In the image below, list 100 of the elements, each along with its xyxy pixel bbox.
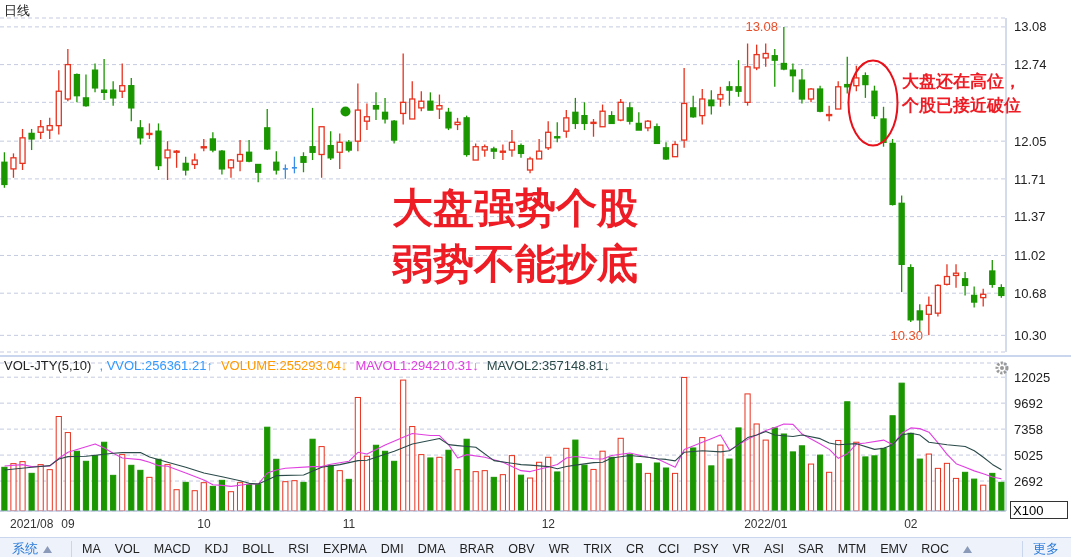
y-tick-label: 12.05 [1014, 133, 1047, 149]
candlestick [91, 62, 99, 93]
text: 更多 [1022, 540, 1071, 557]
bar [64, 432, 71, 511]
bar [381, 450, 389, 511]
candlestick [545, 120, 552, 151]
bar [889, 415, 896, 511]
bar [1, 466, 8, 511]
bar [164, 464, 171, 511]
candlestick [445, 107, 452, 131]
candlestick [771, 48, 778, 88]
text: 系统 [0, 540, 72, 557]
candlestick [164, 140, 171, 181]
bar [844, 401, 851, 511]
bar [599, 450, 606, 511]
candlestick [381, 97, 389, 125]
bar [554, 471, 561, 511]
bar [218, 479, 226, 511]
bar [826, 471, 833, 511]
bar [46, 469, 53, 511]
bar [137, 469, 144, 511]
candlestick [563, 109, 570, 139]
bar [681, 376, 688, 511]
candlestick [780, 26, 787, 71]
y-tick-label: 5025 [1014, 447, 1043, 463]
candlestick [436, 93, 443, 120]
annotation: 弱势不能抄底 [392, 240, 638, 289]
bar [798, 445, 806, 511]
candlestick [363, 102, 371, 131]
text: MAVOL2:357148.81↓ [486, 358, 611, 373]
x-tick-label: 09 [61, 516, 75, 531]
candlestick [236, 139, 244, 172]
candlestick [400, 52, 407, 126]
candlestick [10, 152, 17, 179]
bar [581, 464, 588, 511]
candlestick [798, 68, 806, 105]
bar [907, 432, 914, 511]
bar [363, 455, 371, 511]
bar [291, 480, 298, 511]
bar [517, 474, 525, 511]
bar [916, 458, 923, 511]
bar [110, 474, 117, 511]
y-tick-label: 7358 [1014, 421, 1043, 437]
bar [155, 458, 162, 511]
bar [699, 437, 706, 511]
text: MTM [837, 542, 867, 556]
text: WR [548, 542, 570, 556]
bar [10, 463, 17, 511]
bar [862, 456, 869, 511]
bar [255, 483, 262, 511]
y-axis-title: X100 [1010, 501, 1068, 519]
chart-title: 日线 [4, 2, 30, 20]
x-tick-label: 2021/08 [10, 516, 54, 531]
candlestick [82, 73, 90, 108]
bar [735, 427, 742, 511]
bar [835, 439, 842, 511]
text: CCI [658, 542, 680, 556]
bar [55, 416, 62, 511]
bar [617, 437, 624, 511]
annotation: 个股已接近破位 [902, 95, 1021, 117]
bar [807, 463, 815, 511]
text: ASI [763, 542, 785, 556]
bar [989, 472, 996, 511]
bar [82, 460, 90, 511]
candlestick [46, 117, 53, 140]
bar [19, 461, 26, 511]
candlestick [853, 65, 860, 92]
candlestick [100, 58, 108, 101]
bar [934, 467, 941, 511]
bar [191, 490, 198, 511]
annotation: 大盘强势个股 [392, 184, 638, 233]
bar [635, 463, 642, 511]
candlestick [961, 271, 969, 297]
candlestick [73, 72, 81, 103]
y-tick-label: 11.71 [1014, 171, 1046, 187]
text: ROC [921, 542, 951, 556]
bar [418, 454, 425, 511]
candlestick [726, 80, 733, 107]
bar [962, 471, 969, 511]
bar [128, 464, 135, 511]
y-tick-label: 12025 [1014, 369, 1051, 385]
x-tick-label: 02 [904, 516, 918, 531]
bar [309, 438, 316, 511]
bar [454, 469, 461, 511]
candlestick [970, 285, 978, 309]
text: MAVOL1:294210.31↓ [355, 358, 479, 373]
bar [744, 393, 751, 511]
candlestick [28, 128, 35, 151]
annotation: VOLUME:255293.04↓ [220, 358, 348, 373]
bar [871, 455, 878, 511]
candlestick [209, 131, 217, 153]
bar [209, 485, 216, 511]
candlestick [862, 71, 869, 99]
candlestick [37, 119, 44, 140]
bar [427, 457, 434, 511]
bar [354, 396, 361, 511]
candlestick [925, 295, 933, 337]
x-tick-label: 12 [541, 516, 556, 531]
bar [372, 444, 380, 511]
bar [409, 426, 416, 511]
